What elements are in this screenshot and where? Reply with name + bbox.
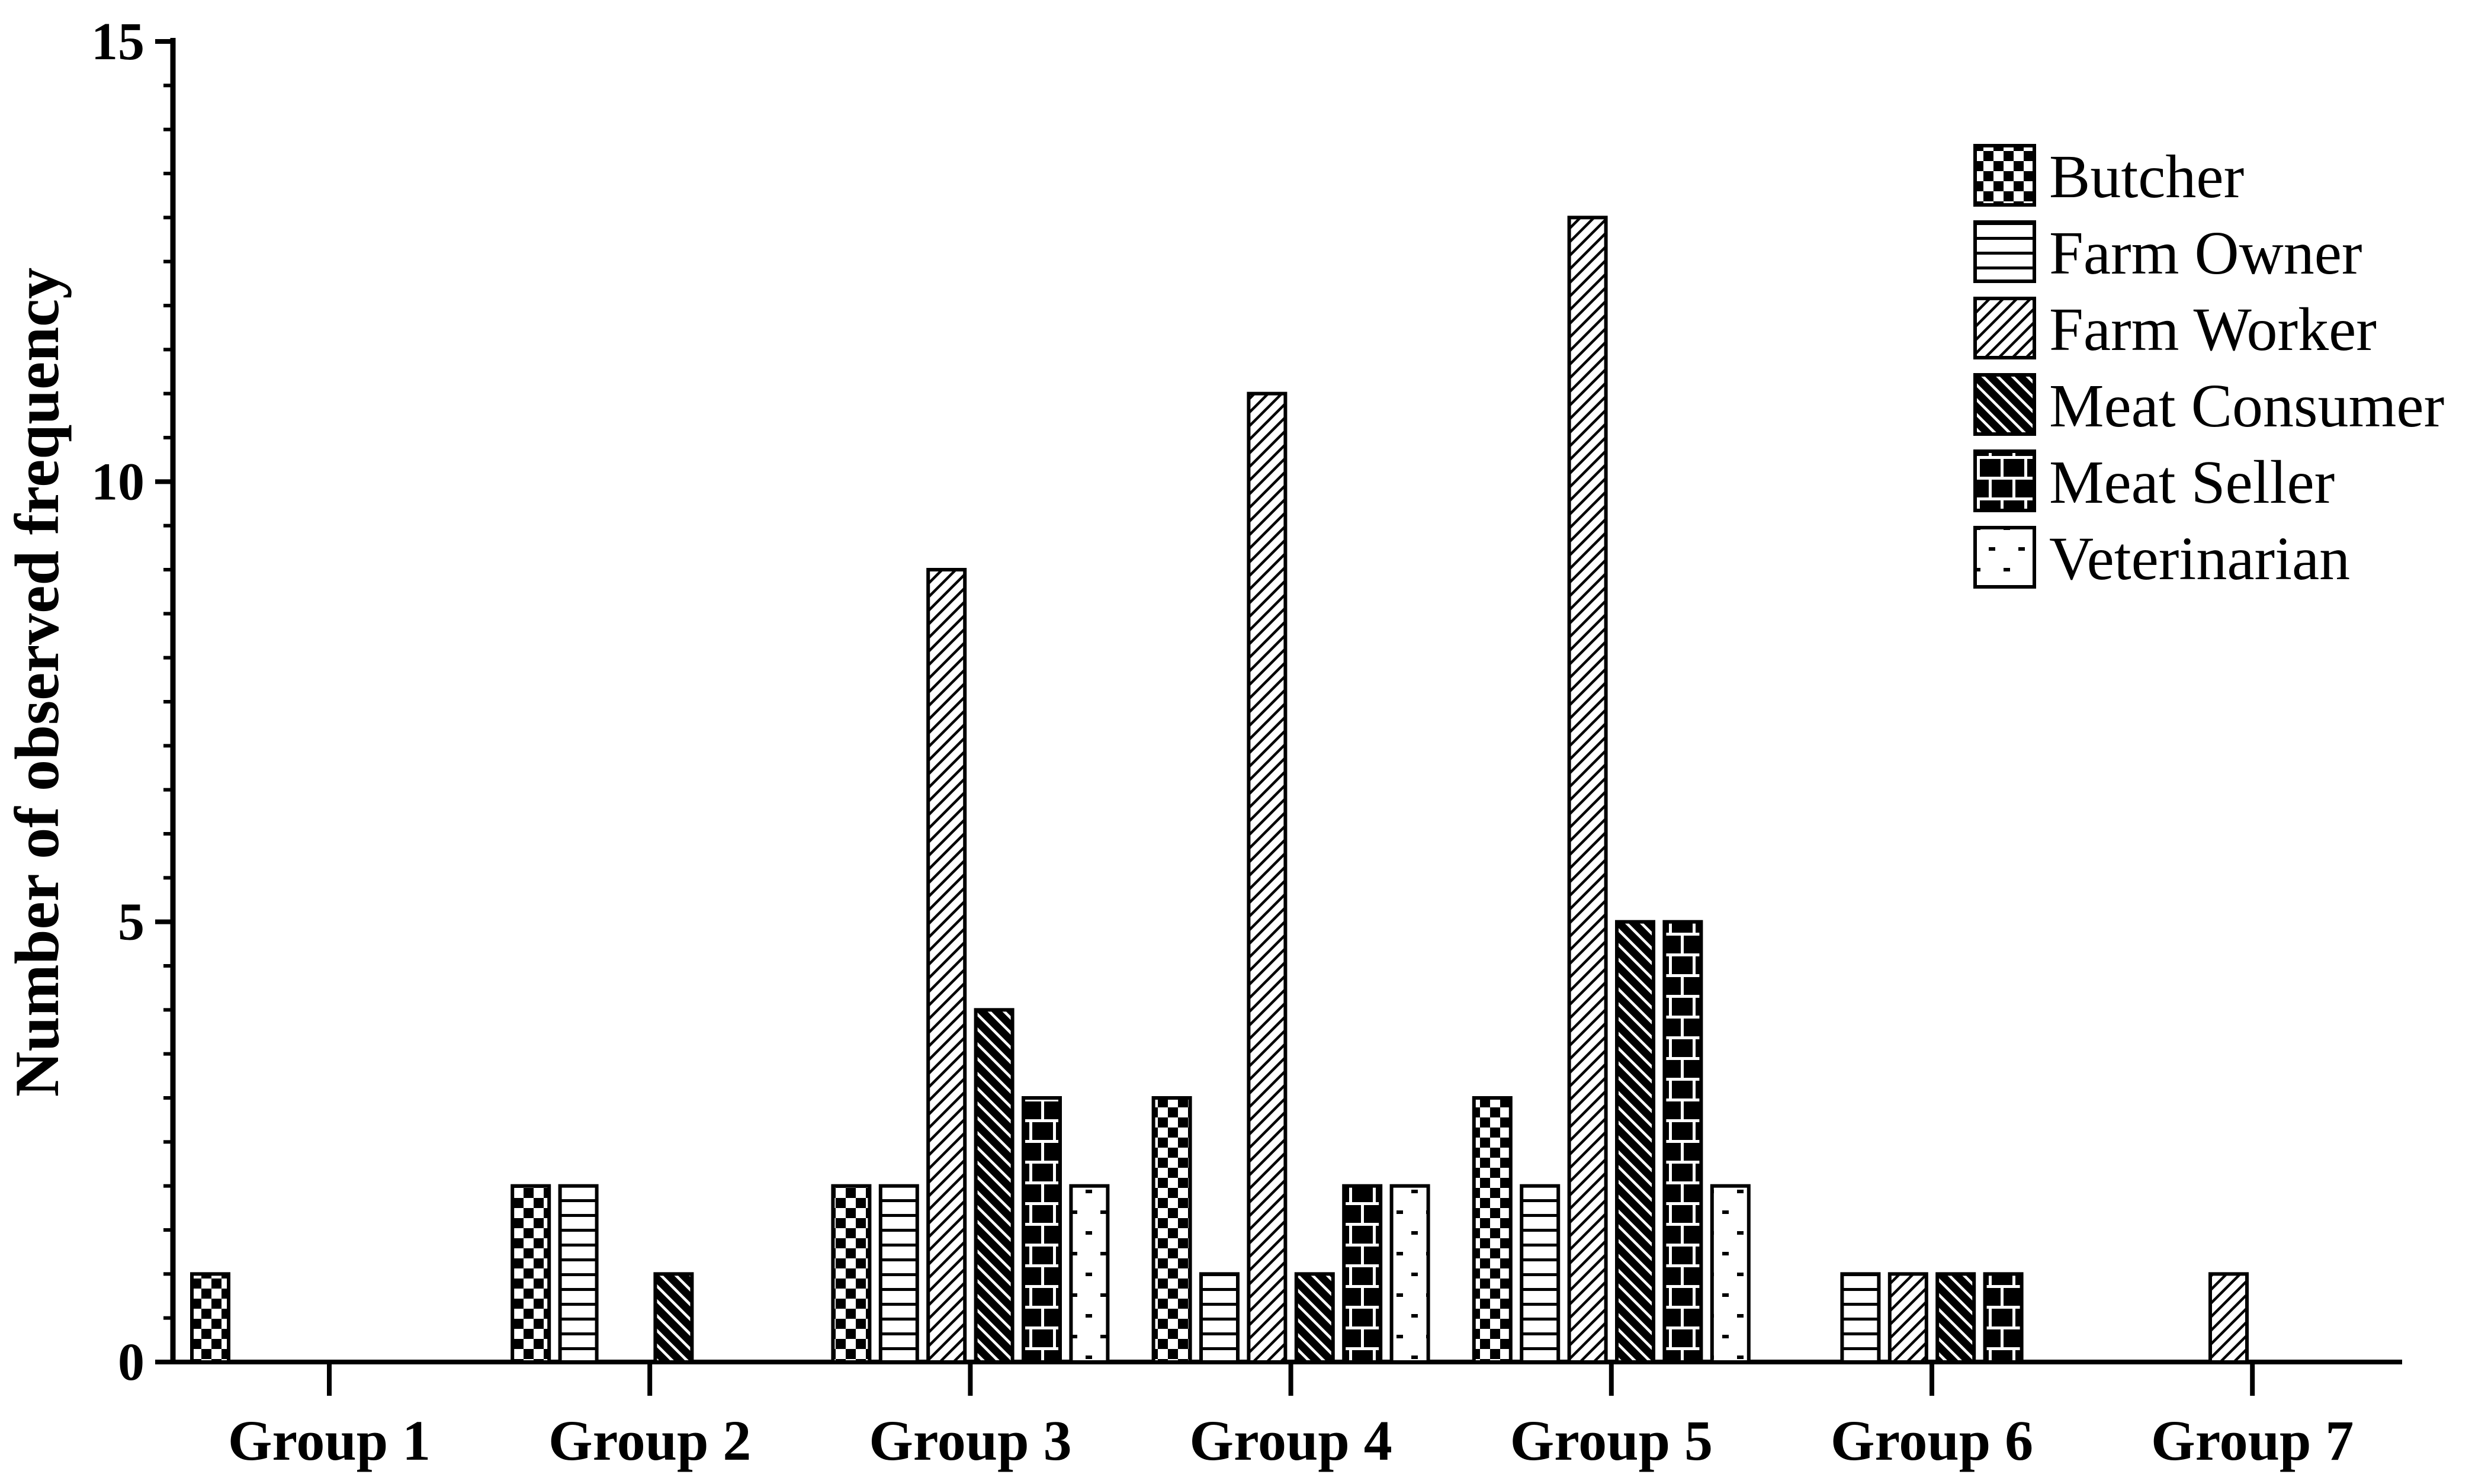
labels-layer: 0 5 10 15 Number of observed frequency Group … <box>2 12 2354 1472</box>
legend-swatch-meat-seller <box>1973 449 2036 512</box>
legend-swatch-meat-consumer <box>1973 373 2036 436</box>
bar-group-6-meat-seller <box>1983 1272 2024 1364</box>
x-axis-label-group-6: Group 6 <box>1831 1409 2033 1472</box>
legend-swatch-butcher <box>1973 144 2036 207</box>
bar-group-4-meat-seller <box>1342 1184 1383 1364</box>
bar-group-2-farm-owner <box>558 1184 599 1364</box>
bar-group-5-veterinarian <box>1710 1184 1751 1364</box>
bar-group-7-farm-worker <box>2208 1272 2249 1364</box>
bar-group-1-butcher <box>190 1272 230 1364</box>
legend-layer: Butcher Farm Owner Farm Worker Meat Consume… <box>1973 143 2444 593</box>
bar-group-3-farm-owner <box>878 1184 919 1364</box>
bar-group-4-farm-owner <box>1199 1272 1240 1364</box>
bar-group-2-meat-consumer <box>653 1272 694 1364</box>
legend-swatch-veterinarian <box>1973 526 2036 589</box>
legend-label-farm-owner: Farm Owner <box>2049 219 2362 287</box>
x-axis-label-group-2: Group 2 <box>548 1409 751 1472</box>
bar-group-6-meat-consumer <box>1935 1272 1976 1364</box>
bar-group-5-meat-seller <box>1662 920 1703 1364</box>
bar-group-4-butcher <box>1151 1096 1192 1364</box>
bar-group-5-farm-owner <box>1520 1184 1561 1364</box>
bar-group-2-butcher <box>511 1184 551 1364</box>
legend-swatch-farm-worker <box>1973 297 2036 359</box>
bar-group-4-veterinarian <box>1389 1184 1430 1364</box>
x-axis-label-group-7: Group 7 <box>2151 1409 2354 1472</box>
bar-group-3-farm-worker <box>926 568 967 1364</box>
bars-layer <box>190 216 2249 1364</box>
bar-group-6-farm-worker <box>1887 1272 1928 1364</box>
x-axis-label-group-5: Group 5 <box>1510 1409 1713 1472</box>
x-axis-label-group-3: Group 3 <box>869 1409 1071 1472</box>
bar-group-6-farm-owner <box>1840 1272 1881 1364</box>
legend-label-butcher: Butcher <box>2049 143 2244 211</box>
bar-group-3-veterinarian <box>1069 1184 1110 1364</box>
legend-label-meat-seller: Meat Seller <box>2049 448 2335 516</box>
legend-label-farm-worker: Farm Worker <box>2049 295 2377 364</box>
legend-label-meat-consumer: Meat Consumer <box>2049 372 2444 440</box>
legend-label-veterinarian: Veterinarian <box>2049 525 2350 593</box>
y-tick-label-10: 10 <box>91 452 145 511</box>
bar-group-5-butcher <box>1472 1096 1513 1364</box>
bar-group-5-farm-worker <box>1567 216 1608 1364</box>
y-tick-label-5: 5 <box>118 893 145 952</box>
bar-group-5-meat-consumer <box>1615 920 1655 1364</box>
y-tick-label-0: 0 <box>118 1333 145 1392</box>
x-axis-label-group-4: Group 4 <box>1189 1409 1392 1472</box>
bar-group-4-meat-consumer <box>1294 1272 1335 1364</box>
bar-group-3-butcher <box>831 1184 872 1364</box>
x-axis-label-group-1: Group 1 <box>228 1409 431 1472</box>
bar-group-3-meat-seller <box>1022 1096 1062 1364</box>
bar-group-3-meat-consumer <box>974 1008 1015 1364</box>
y-axis-title: Number of observed frequency <box>2 268 72 1097</box>
y-tick-label-15: 15 <box>91 12 145 71</box>
bar-group-4-farm-worker <box>1247 391 1288 1364</box>
legend-swatch-farm-owner <box>1973 220 2036 283</box>
